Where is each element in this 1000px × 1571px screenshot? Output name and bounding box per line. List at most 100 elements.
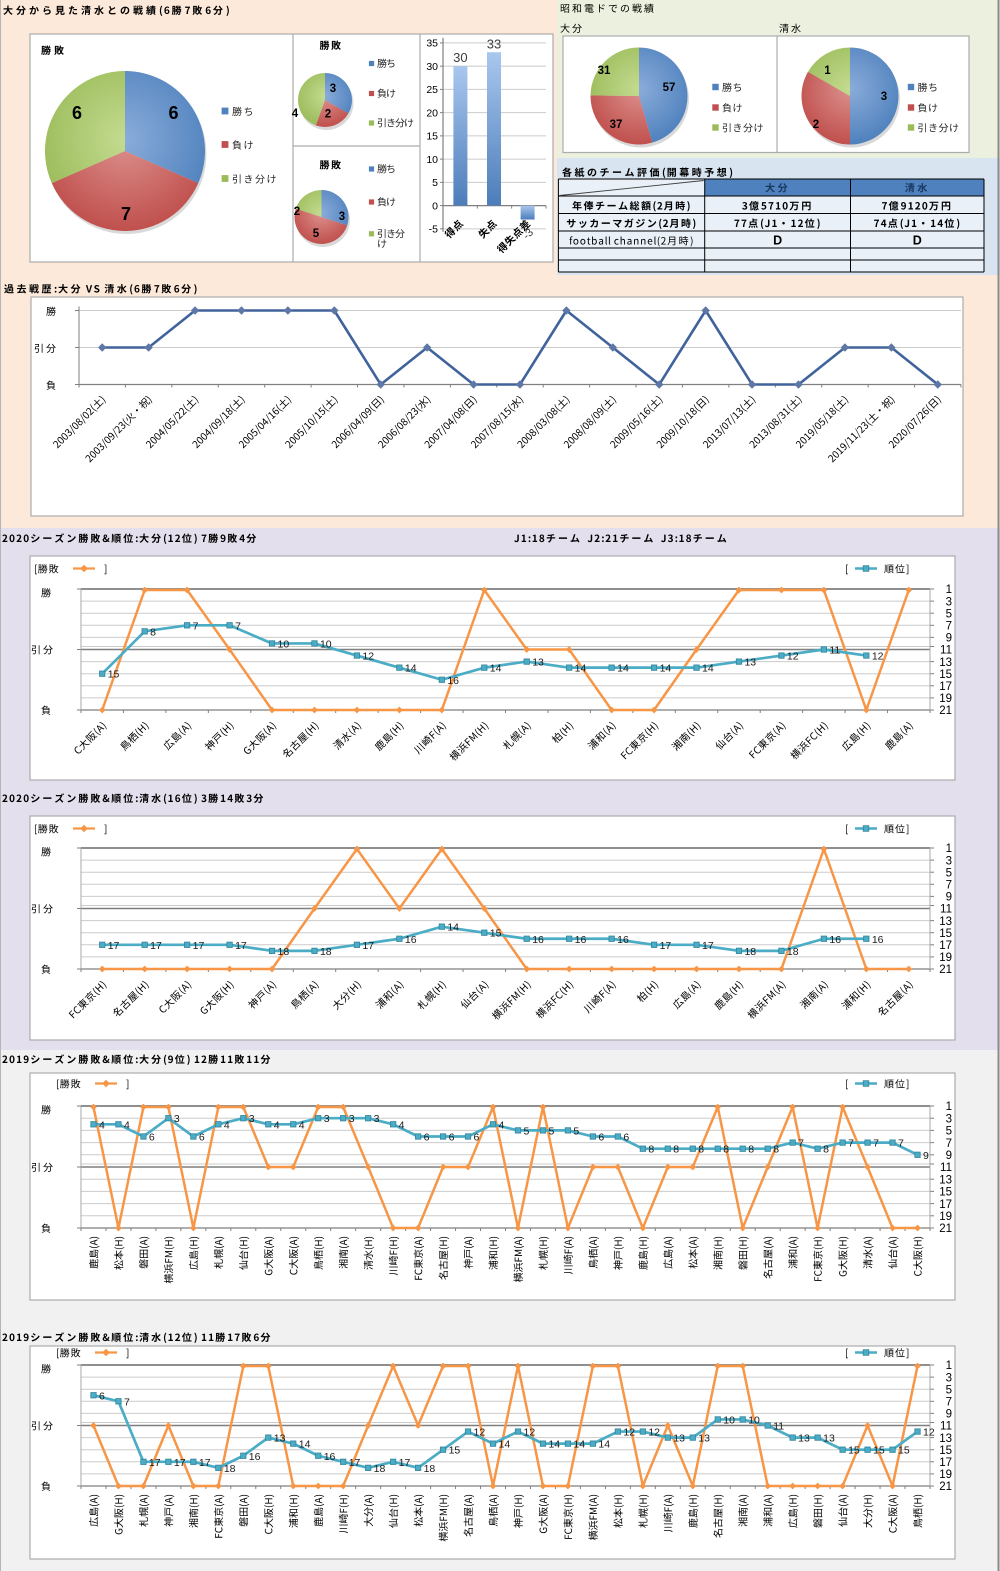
svg-text:17: 17 — [149, 1457, 161, 1469]
svg-text:5: 5 — [523, 1125, 529, 1137]
svg-text:18: 18 — [374, 1463, 386, 1475]
svg-text:11: 11 — [940, 1162, 952, 1174]
svg-text:37: 37 — [610, 119, 623, 131]
svg-text:8: 8 — [698, 1144, 704, 1156]
svg-text:12: 12 — [623, 1427, 635, 1439]
svg-text:D: D — [773, 234, 782, 248]
svg-text:15: 15 — [426, 131, 438, 143]
svg-text:14: 14 — [447, 922, 459, 934]
svg-text:1: 1 — [946, 843, 952, 855]
svg-text:16: 16 — [249, 1451, 261, 1463]
svg-text:D: D — [913, 234, 922, 248]
svg-text:12: 12 — [787, 651, 799, 663]
svg-text:30: 30 — [426, 61, 438, 73]
svg-text:5: 5 — [313, 228, 320, 240]
svg-text:4: 4 — [224, 1119, 230, 1131]
svg-text:13: 13 — [744, 657, 756, 669]
svg-text:19: 19 — [939, 693, 952, 705]
svg-text:17: 17 — [193, 940, 205, 952]
svg-text:4: 4 — [299, 1119, 305, 1131]
svg-text:4: 4 — [124, 1119, 130, 1131]
svg-text:7: 7 — [946, 880, 952, 892]
svg-text:6: 6 — [424, 1132, 430, 1144]
svg-text:18: 18 — [744, 946, 756, 958]
svg-text:20: 20 — [426, 107, 438, 119]
svg-text:10: 10 — [320, 638, 332, 650]
svg-text:11: 11 — [940, 1421, 952, 1433]
svg-text:21: 21 — [939, 1223, 952, 1235]
svg-text:16: 16 — [324, 1451, 336, 1463]
svg-text:7: 7 — [235, 620, 241, 632]
svg-text:9: 9 — [946, 892, 952, 904]
svg-text:7: 7 — [946, 621, 952, 633]
svg-text:30: 30 — [453, 50, 467, 65]
svg-text:15: 15 — [108, 669, 120, 681]
svg-text:5: 5 — [946, 867, 952, 879]
svg-text:12: 12 — [474, 1427, 486, 1439]
svg-text:6: 6 — [474, 1132, 480, 1144]
svg-text:12: 12 — [872, 651, 884, 663]
svg-text:5: 5 — [432, 177, 438, 189]
svg-text:11: 11 — [829, 645, 840, 657]
svg-text:14: 14 — [598, 1439, 610, 1451]
svg-text:6: 6 — [72, 103, 82, 123]
svg-text:13: 13 — [939, 1433, 952, 1445]
svg-text:33: 33 — [487, 37, 501, 52]
svg-text:13: 13 — [532, 657, 544, 669]
svg-text:10: 10 — [748, 1414, 760, 1426]
svg-text:17: 17 — [150, 940, 162, 952]
svg-text:21: 21 — [939, 964, 952, 976]
svg-text:25: 25 — [426, 84, 438, 96]
svg-text:3: 3 — [249, 1113, 255, 1125]
svg-text:17: 17 — [939, 940, 952, 952]
svg-text:19: 19 — [939, 952, 952, 964]
svg-text:3: 3 — [330, 83, 336, 95]
svg-text:17: 17 — [235, 940, 247, 952]
svg-text:7: 7 — [898, 1138, 904, 1150]
svg-text:4: 4 — [274, 1119, 280, 1131]
svg-text:13: 13 — [939, 1174, 952, 1186]
svg-text:14: 14 — [548, 1439, 560, 1451]
svg-text:16: 16 — [829, 934, 841, 946]
svg-text:15: 15 — [939, 928, 952, 940]
svg-text:3: 3 — [946, 1113, 952, 1125]
svg-text:6: 6 — [149, 1132, 155, 1144]
svg-text:2: 2 — [813, 119, 819, 131]
svg-text:15: 15 — [490, 928, 502, 940]
svg-text:21: 21 — [939, 1481, 952, 1493]
svg-text:15: 15 — [449, 1445, 461, 1457]
svg-text:8: 8 — [823, 1144, 829, 1156]
svg-text:10: 10 — [723, 1414, 735, 1426]
svg-text:6: 6 — [199, 1132, 205, 1144]
svg-text:10: 10 — [278, 638, 290, 650]
svg-text:15: 15 — [939, 1445, 952, 1457]
svg-text:7: 7 — [873, 1138, 879, 1150]
svg-text:15: 15 — [939, 669, 952, 681]
svg-text:17: 17 — [362, 940, 374, 952]
svg-text:17: 17 — [660, 940, 672, 952]
svg-text:8: 8 — [673, 1144, 679, 1156]
svg-text:15: 15 — [848, 1445, 860, 1457]
svg-text:16: 16 — [405, 934, 417, 946]
svg-text:4: 4 — [292, 108, 299, 120]
svg-text:5: 5 — [946, 1384, 952, 1396]
svg-text:7: 7 — [124, 1396, 130, 1408]
svg-text:14: 14 — [573, 1439, 585, 1451]
svg-text:2: 2 — [325, 109, 331, 121]
svg-text:3: 3 — [324, 1113, 330, 1125]
svg-text:17: 17 — [939, 1457, 952, 1469]
svg-text:11: 11 — [940, 904, 952, 916]
svg-text:1: 1 — [824, 65, 831, 77]
svg-text:13: 13 — [798, 1433, 810, 1445]
svg-text:14: 14 — [490, 663, 502, 675]
svg-text:8: 8 — [773, 1144, 779, 1156]
svg-text:4: 4 — [499, 1119, 505, 1131]
svg-text:3: 3 — [174, 1113, 180, 1125]
svg-text:13: 13 — [673, 1433, 685, 1445]
svg-text:5: 5 — [946, 608, 952, 620]
svg-text:17: 17 — [199, 1457, 211, 1469]
svg-text:8: 8 — [723, 1144, 729, 1156]
svg-text:8: 8 — [150, 626, 156, 638]
svg-text:17: 17 — [399, 1457, 411, 1469]
svg-text:6: 6 — [99, 1390, 105, 1402]
